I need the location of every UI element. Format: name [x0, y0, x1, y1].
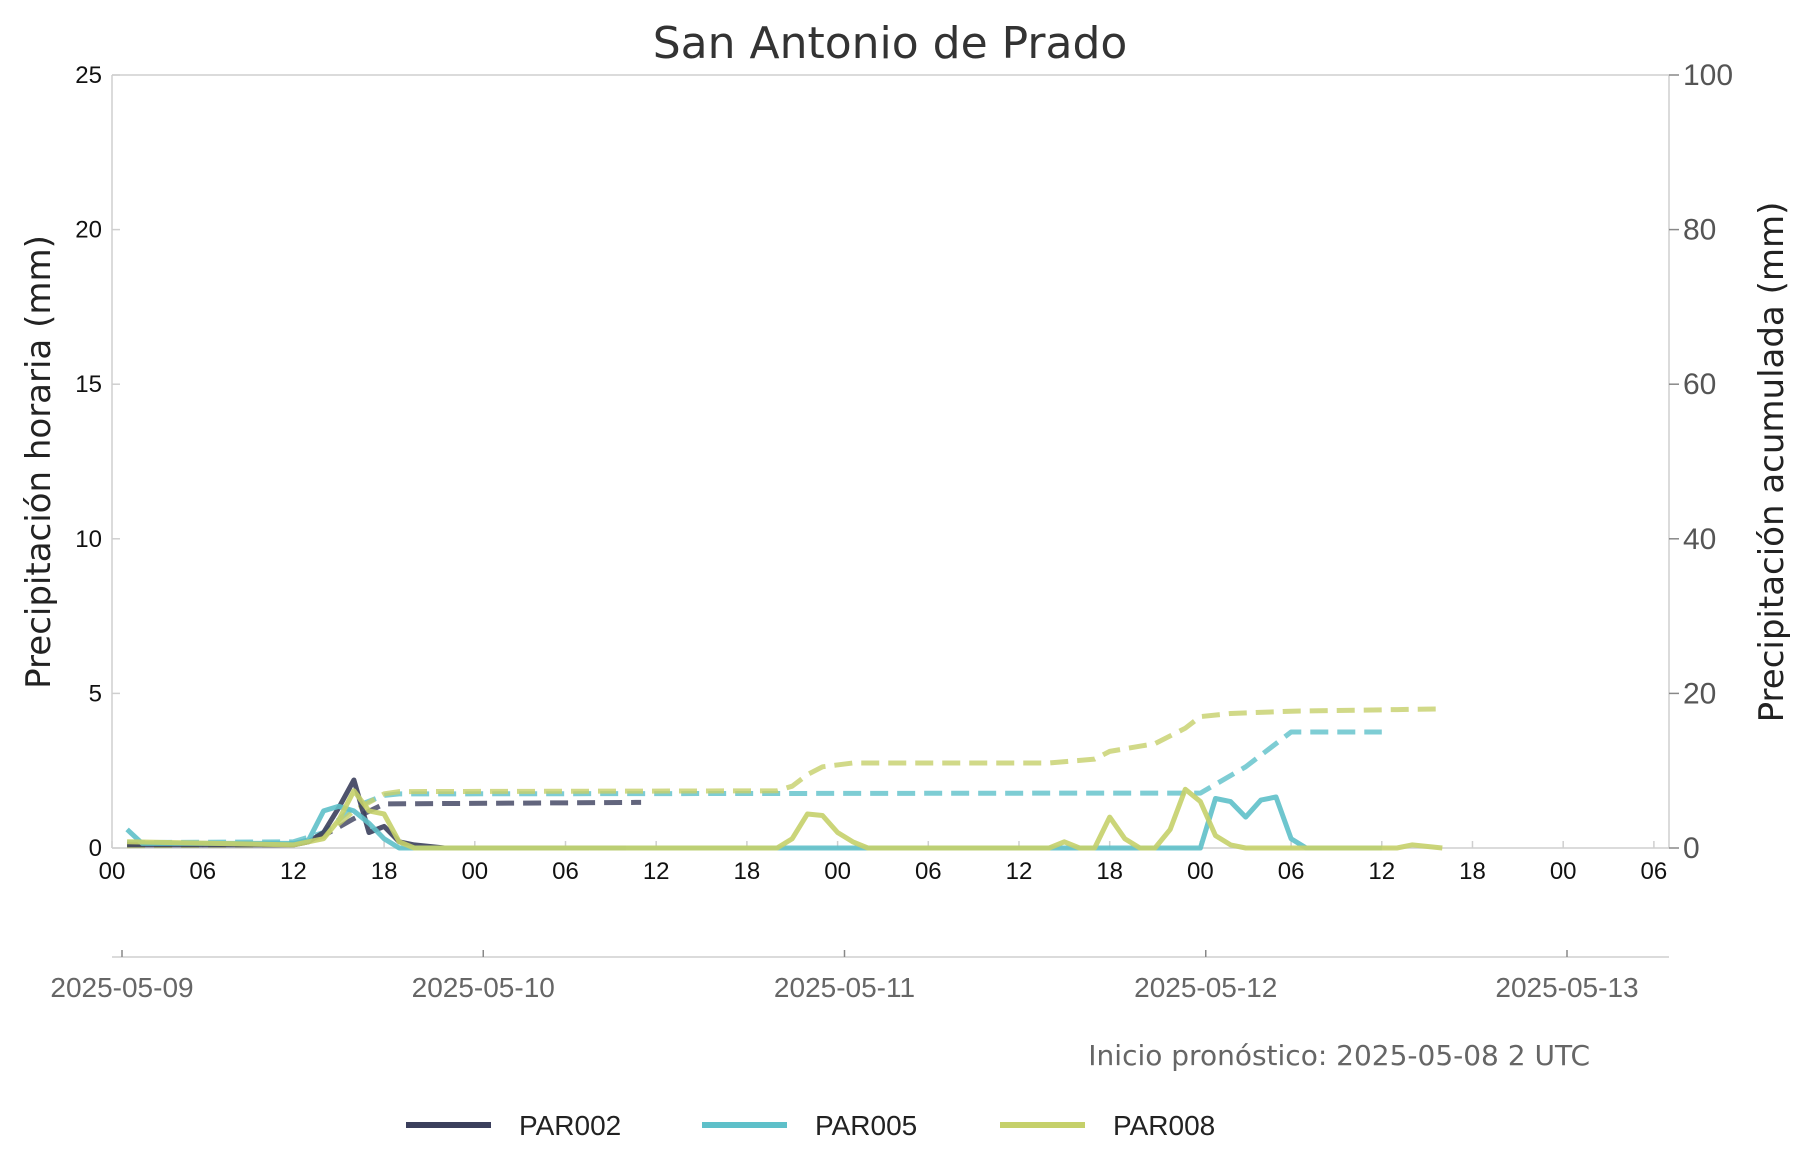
left-tick-label: 20: [75, 217, 102, 244]
hour-tick-label: 00: [824, 858, 851, 885]
hour-tick-label: 06: [189, 858, 216, 885]
left-tick-label: 5: [89, 680, 102, 707]
legend-label-par005: PAR005: [815, 1110, 917, 1141]
date-x-ticks: 2025-05-09 2025-05-10 2025-05-11 2025-05-12…: [50, 950, 1639, 1003]
hour-tick-label: 00: [1550, 858, 1577, 885]
legend: PAR002 PAR005 PAR008: [406, 1110, 1215, 1141]
hour-tick-label: 18: [1459, 858, 1486, 885]
left-tick-label: 25: [75, 62, 102, 89]
hour-tick-label: 12: [1006, 858, 1033, 885]
date-tick-label: 2025-05-12: [1134, 972, 1277, 1003]
left-tick-label: 10: [75, 526, 102, 553]
hour-tick-label: 18: [371, 858, 398, 885]
forecast-start-note: Inicio pronóstico: 2025-05-08 2 UTC: [1088, 1039, 1590, 1072]
hour-tick-label: 12: [280, 858, 307, 885]
series-par008-hourly-line: [127, 786, 1443, 851]
right-tick-label: 40: [1683, 523, 1716, 556]
hour-tick-label: 18: [734, 858, 761, 885]
right-tick-label: 20: [1683, 677, 1716, 710]
legend-label-par008: PAR008: [1113, 1110, 1215, 1141]
legend-label-par002: PAR002: [519, 1110, 621, 1141]
left-y-ticks: 0 5 10 15 20 25: [75, 62, 120, 862]
right-tick-label: 80: [1683, 214, 1716, 247]
chart-title: San Antonio de Prado: [653, 18, 1128, 69]
right-axis-label: Precipitación acumulada (mm): [1752, 202, 1792, 723]
hour-tick-label: 00: [461, 858, 488, 885]
date-tick-label: 2025-05-11: [774, 972, 915, 1003]
right-tick-label: 0: [1683, 832, 1700, 865]
right-tick-label: 60: [1683, 368, 1716, 401]
hour-tick-label: 00: [1187, 858, 1214, 885]
left-tick-label: 0: [89, 835, 102, 862]
right-tick-label: 100: [1683, 59, 1733, 92]
series-par008-accumulated-line: [127, 706, 1443, 849]
hour-tick-label: 00: [99, 858, 126, 885]
date-tick-label: 2025-05-09: [50, 972, 193, 1003]
hour-tick-label: 06: [1641, 858, 1668, 885]
hour-tick-label: 12: [1368, 858, 1395, 885]
date-tick-label: 2025-05-10: [412, 972, 555, 1003]
left-tick-label: 15: [75, 371, 102, 398]
left-axis-label: Precipitación horaria (mm): [19, 235, 59, 689]
series-group: [125, 706, 1443, 851]
date-tick-label: 2025-05-13: [1495, 972, 1638, 1003]
hour-tick-label: 18: [1096, 858, 1123, 885]
right-y-ticks: 0 20 40 60 80 100: [1669, 59, 1733, 865]
hour-tick-label: 06: [1278, 858, 1305, 885]
hour-tick-label: 06: [915, 858, 942, 885]
hour-tick-label: 06: [552, 858, 579, 885]
hour-tick-label: 12: [643, 858, 670, 885]
